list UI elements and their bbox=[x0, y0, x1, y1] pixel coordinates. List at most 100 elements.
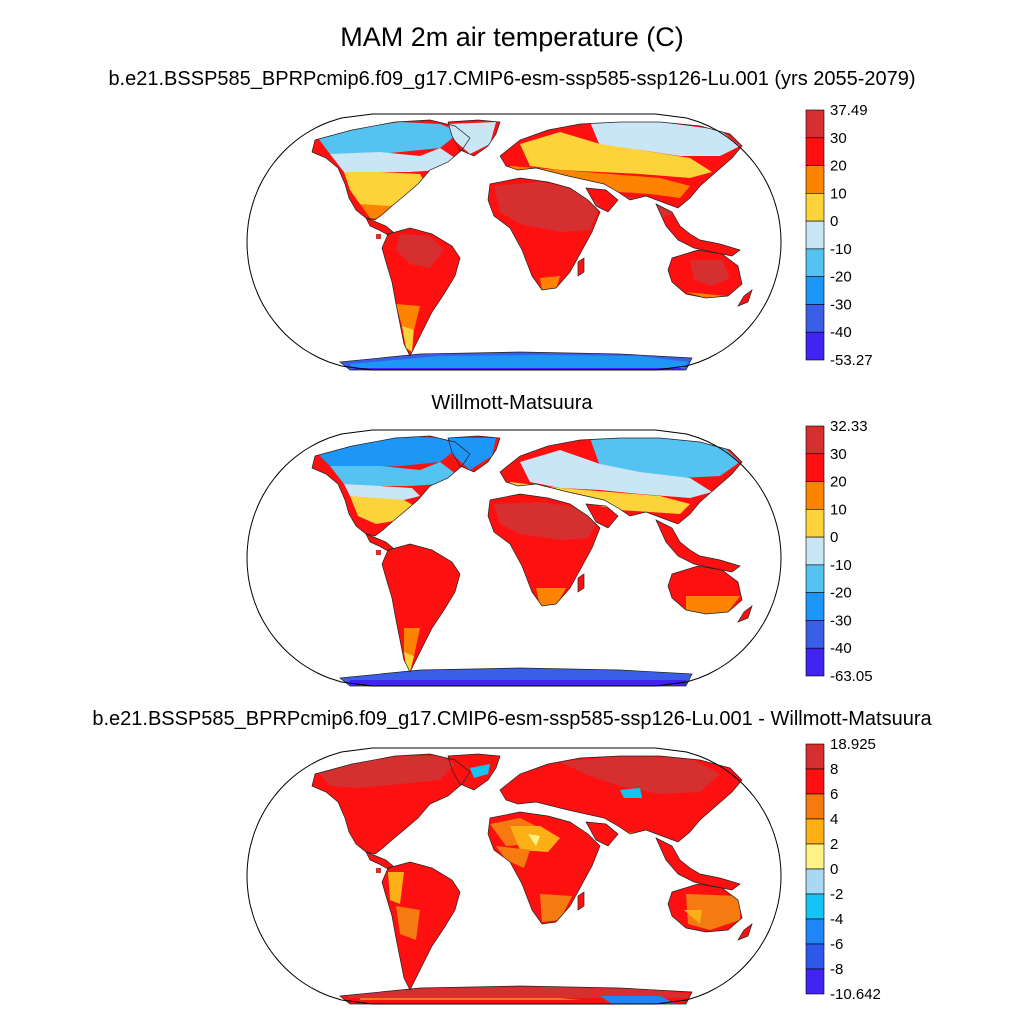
island-marker bbox=[376, 868, 381, 873]
temperature-region bbox=[528, 834, 540, 846]
colorbar-swatch bbox=[805, 453, 825, 482]
colorbar: 37.49 30 20 10 0 -10 -20 -30 -40 -53.27 bbox=[805, 102, 873, 369]
colorbar-tick-label: 10 bbox=[830, 185, 847, 202]
panel-2-subtitle: Willmott-Matsuura bbox=[431, 392, 593, 414]
temperature-region bbox=[494, 182, 600, 232]
colorbar-swatch bbox=[805, 768, 825, 795]
colorbar-swatch bbox=[805, 331, 825, 361]
colorbar-tick-label: -40 bbox=[830, 324, 852, 341]
temperature-region bbox=[346, 668, 692, 682]
coastline-newZealand bbox=[737, 605, 753, 623]
colorbar-tick-label: 30 bbox=[830, 446, 847, 463]
colorbar-swatch bbox=[805, 843, 825, 870]
colorbar-swatch bbox=[805, 893, 825, 920]
coastlines bbox=[311, 753, 753, 1005]
coastline-eurasia bbox=[499, 437, 743, 525]
colorbar-tick-label: -40 bbox=[830, 640, 852, 657]
temperature-region bbox=[690, 260, 730, 286]
temperature-region bbox=[496, 846, 530, 868]
colorbar-swatch bbox=[805, 943, 825, 970]
coastline-madagascar bbox=[577, 891, 585, 911]
panel-3-subtitle: b.e21.BSSP585_BPRPcmip6.f09_g17.CMIP6-es… bbox=[92, 708, 932, 730]
temperature-region bbox=[344, 986, 690, 998]
colorbar-tick-label: -10 bbox=[830, 557, 852, 574]
coastline-newZealand bbox=[737, 923, 753, 941]
colorbar-swatch bbox=[805, 536, 825, 566]
temperature-region bbox=[520, 132, 712, 178]
temperature-region bbox=[350, 355, 688, 368]
island-marker bbox=[376, 234, 381, 239]
coastline-madagascar bbox=[577, 257, 585, 277]
temperature-region bbox=[540, 276, 560, 290]
land-southAmerica bbox=[382, 544, 460, 672]
colorbar-tick-label: 37.49 bbox=[830, 102, 868, 119]
coastline-northAmerica bbox=[311, 119, 471, 221]
coastline-northAmerica bbox=[311, 435, 471, 537]
land-centralAmerica bbox=[366, 852, 393, 869]
coastline-arabia bbox=[585, 503, 619, 529]
colorbar-tick-label: 18.925 bbox=[830, 736, 876, 753]
colorbar-swatch bbox=[805, 968, 825, 995]
colorbar-tick-label: -6 bbox=[830, 936, 843, 953]
temperature-region bbox=[396, 234, 444, 268]
colorbar-swatch bbox=[805, 109, 825, 139]
colorbar-swatch bbox=[805, 868, 825, 895]
land-arabia bbox=[586, 188, 618, 212]
island-marker bbox=[376, 550, 381, 555]
land-madagascar bbox=[578, 574, 584, 592]
colorbar-tick-label: 32.33 bbox=[830, 418, 868, 435]
colorbar-tick-label: -10 bbox=[830, 241, 852, 258]
colorbar-swatch bbox=[805, 193, 825, 222]
coastline-eurasia bbox=[499, 755, 743, 843]
land-centralAmerica bbox=[366, 218, 393, 235]
colorbar-tick-label: -63.05 bbox=[830, 668, 873, 685]
colorbar-swatch bbox=[805, 276, 825, 305]
temperature-region bbox=[686, 292, 726, 298]
colorbar-swatch bbox=[805, 793, 825, 820]
land-newZealand bbox=[738, 924, 752, 940]
colorbar-tick-label: -53.27 bbox=[830, 352, 873, 369]
temperature-region bbox=[404, 652, 414, 672]
map-frame bbox=[246, 429, 782, 687]
temperature-region bbox=[348, 1000, 600, 1004]
colorbar-tick-label: 30 bbox=[830, 130, 847, 147]
colorbar-swatch bbox=[805, 818, 825, 845]
temperature-region bbox=[494, 502, 598, 540]
colorbar-tick-label: -30 bbox=[830, 612, 852, 629]
temperature-region bbox=[470, 764, 490, 778]
colorbar-swatch bbox=[805, 647, 825, 677]
colorbar-tick-label: 2 bbox=[830, 836, 838, 853]
coastline-africa bbox=[487, 493, 601, 607]
figure-title: MAM 2m air temperature (C) bbox=[340, 22, 684, 52]
temperature-region bbox=[600, 996, 676, 1004]
coastline-seAsia bbox=[655, 837, 741, 891]
land-centralAmerica bbox=[366, 534, 393, 551]
land-seAsia bbox=[656, 520, 740, 572]
coastline-newZealand bbox=[737, 289, 753, 307]
temperature-region bbox=[404, 628, 420, 656]
panel-2-map-and-colorbar: 32.33 30 20 10 0 -10 -20 -30 -40 -63.05 bbox=[246, 418, 873, 687]
temperature-region bbox=[330, 462, 456, 486]
coastline-seAsia bbox=[655, 203, 741, 257]
temperature-region bbox=[684, 910, 702, 924]
coastline-madagascar bbox=[577, 573, 585, 593]
colorbar-tick-label: -8 bbox=[830, 961, 843, 978]
colorbar-tick-label: -20 bbox=[830, 269, 852, 286]
colorbar-swatch bbox=[805, 248, 825, 277]
coastline-greenland bbox=[447, 753, 501, 791]
colorbar-swatch bbox=[805, 425, 825, 455]
coastline-australia bbox=[667, 883, 743, 933]
colorbar-tick-label: 0 bbox=[830, 213, 838, 230]
panel-1-subtitle: b.e21.BSSP585_BPRPcmip6.f09_g17.CMIP6-es… bbox=[108, 68, 916, 90]
colorbar-swatch bbox=[805, 592, 825, 621]
panel-1-map-and-colorbar: 37.49 30 20 10 0 -10 -20 -30 -40 -53.27 bbox=[246, 102, 873, 371]
map-frame bbox=[246, 113, 782, 371]
temperature-region bbox=[540, 894, 572, 922]
colorbar-tick-label: -10.642 bbox=[830, 986, 881, 1003]
colorbar: 32.33 30 20 10 0 -10 -20 -30 -40 -63.05 bbox=[805, 418, 873, 685]
coastline-greenland bbox=[447, 435, 501, 473]
coastline-arabia bbox=[585, 187, 619, 213]
colorbar-tick-label: 0 bbox=[830, 861, 838, 878]
temperature-region bbox=[620, 788, 642, 798]
temperature-region bbox=[686, 596, 740, 614]
